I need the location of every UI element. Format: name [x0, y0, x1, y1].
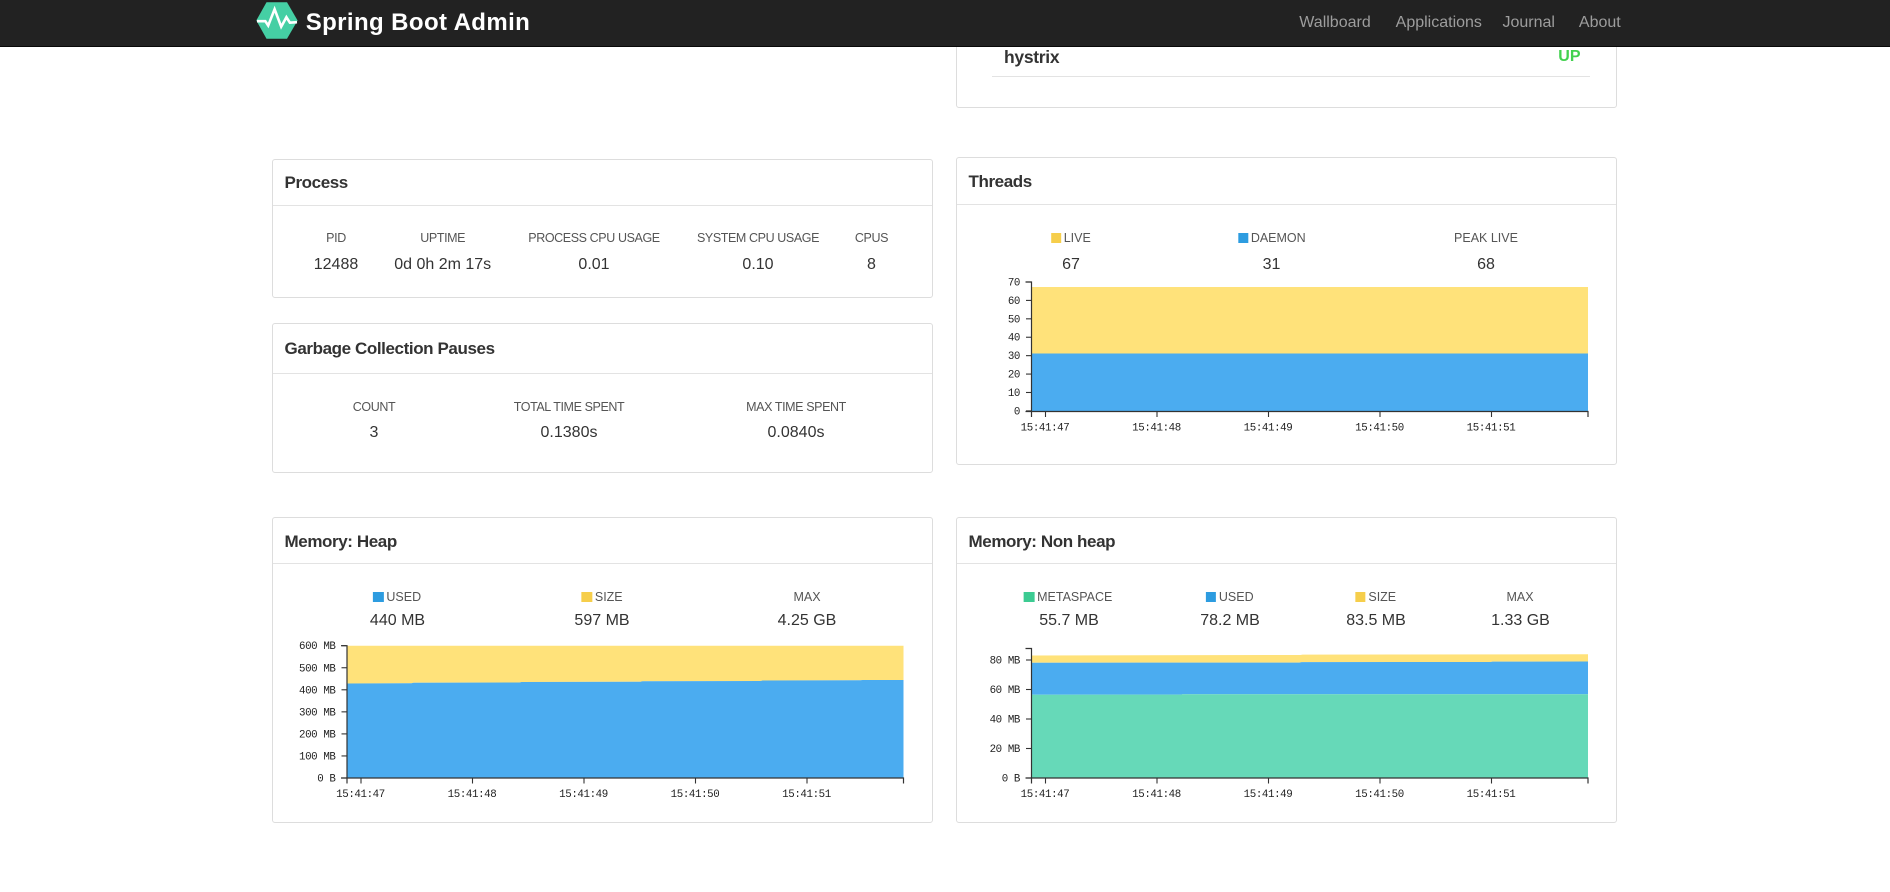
- svg-text:20: 20: [1007, 370, 1019, 382]
- svg-text:60: 60: [1007, 296, 1019, 308]
- svg-text:15:41:50: 15:41:50: [670, 789, 719, 801]
- svg-text:15:41:48: 15:41:48: [1132, 422, 1181, 434]
- svg-text:300 MB: 300 MB: [299, 707, 336, 719]
- svg-text:15:41:50: 15:41:50: [1355, 422, 1404, 434]
- svg-text:15:41:49: 15:41:49: [559, 789, 608, 801]
- svg-text:60 MB: 60 MB: [989, 685, 1020, 697]
- svg-text:15:41:50: 15:41:50: [1355, 789, 1404, 801]
- svg-text:0 B: 0 B: [317, 774, 336, 786]
- svg-text:80 MB: 80 MB: [989, 656, 1020, 668]
- svg-text:30: 30: [1007, 351, 1019, 363]
- svg-text:15:41:51: 15:41:51: [782, 789, 831, 801]
- svg-text:15:41:49: 15:41:49: [1243, 789, 1292, 801]
- svg-text:20 MB: 20 MB: [989, 744, 1020, 756]
- svg-text:70: 70: [1007, 278, 1019, 290]
- svg-text:15:41:48: 15:41:48: [1132, 789, 1181, 801]
- svg-text:500 MB: 500 MB: [299, 663, 336, 675]
- svg-text:15:41:49: 15:41:49: [1243, 422, 1292, 434]
- svg-text:15:41:47: 15:41:47: [336, 789, 385, 801]
- svg-text:15:41:47: 15:41:47: [1020, 422, 1069, 434]
- svg-text:50: 50: [1007, 314, 1019, 326]
- svg-text:10: 10: [1007, 388, 1019, 400]
- svg-text:15:41:48: 15:41:48: [447, 789, 496, 801]
- svg-text:200 MB: 200 MB: [299, 729, 336, 741]
- svg-text:0: 0: [1013, 406, 1019, 418]
- svg-text:100 MB: 100 MB: [299, 752, 336, 764]
- svg-text:15:41:51: 15:41:51: [1466, 789, 1515, 801]
- svg-text:600 MB: 600 MB: [299, 641, 336, 653]
- svg-text:0 B: 0 B: [1001, 774, 1020, 786]
- svg-text:15:41:47: 15:41:47: [1020, 789, 1069, 801]
- svg-text:40 MB: 40 MB: [989, 715, 1020, 727]
- svg-text:40: 40: [1007, 333, 1019, 345]
- svg-text:400 MB: 400 MB: [299, 685, 336, 697]
- svg-text:15:41:51: 15:41:51: [1466, 422, 1515, 434]
